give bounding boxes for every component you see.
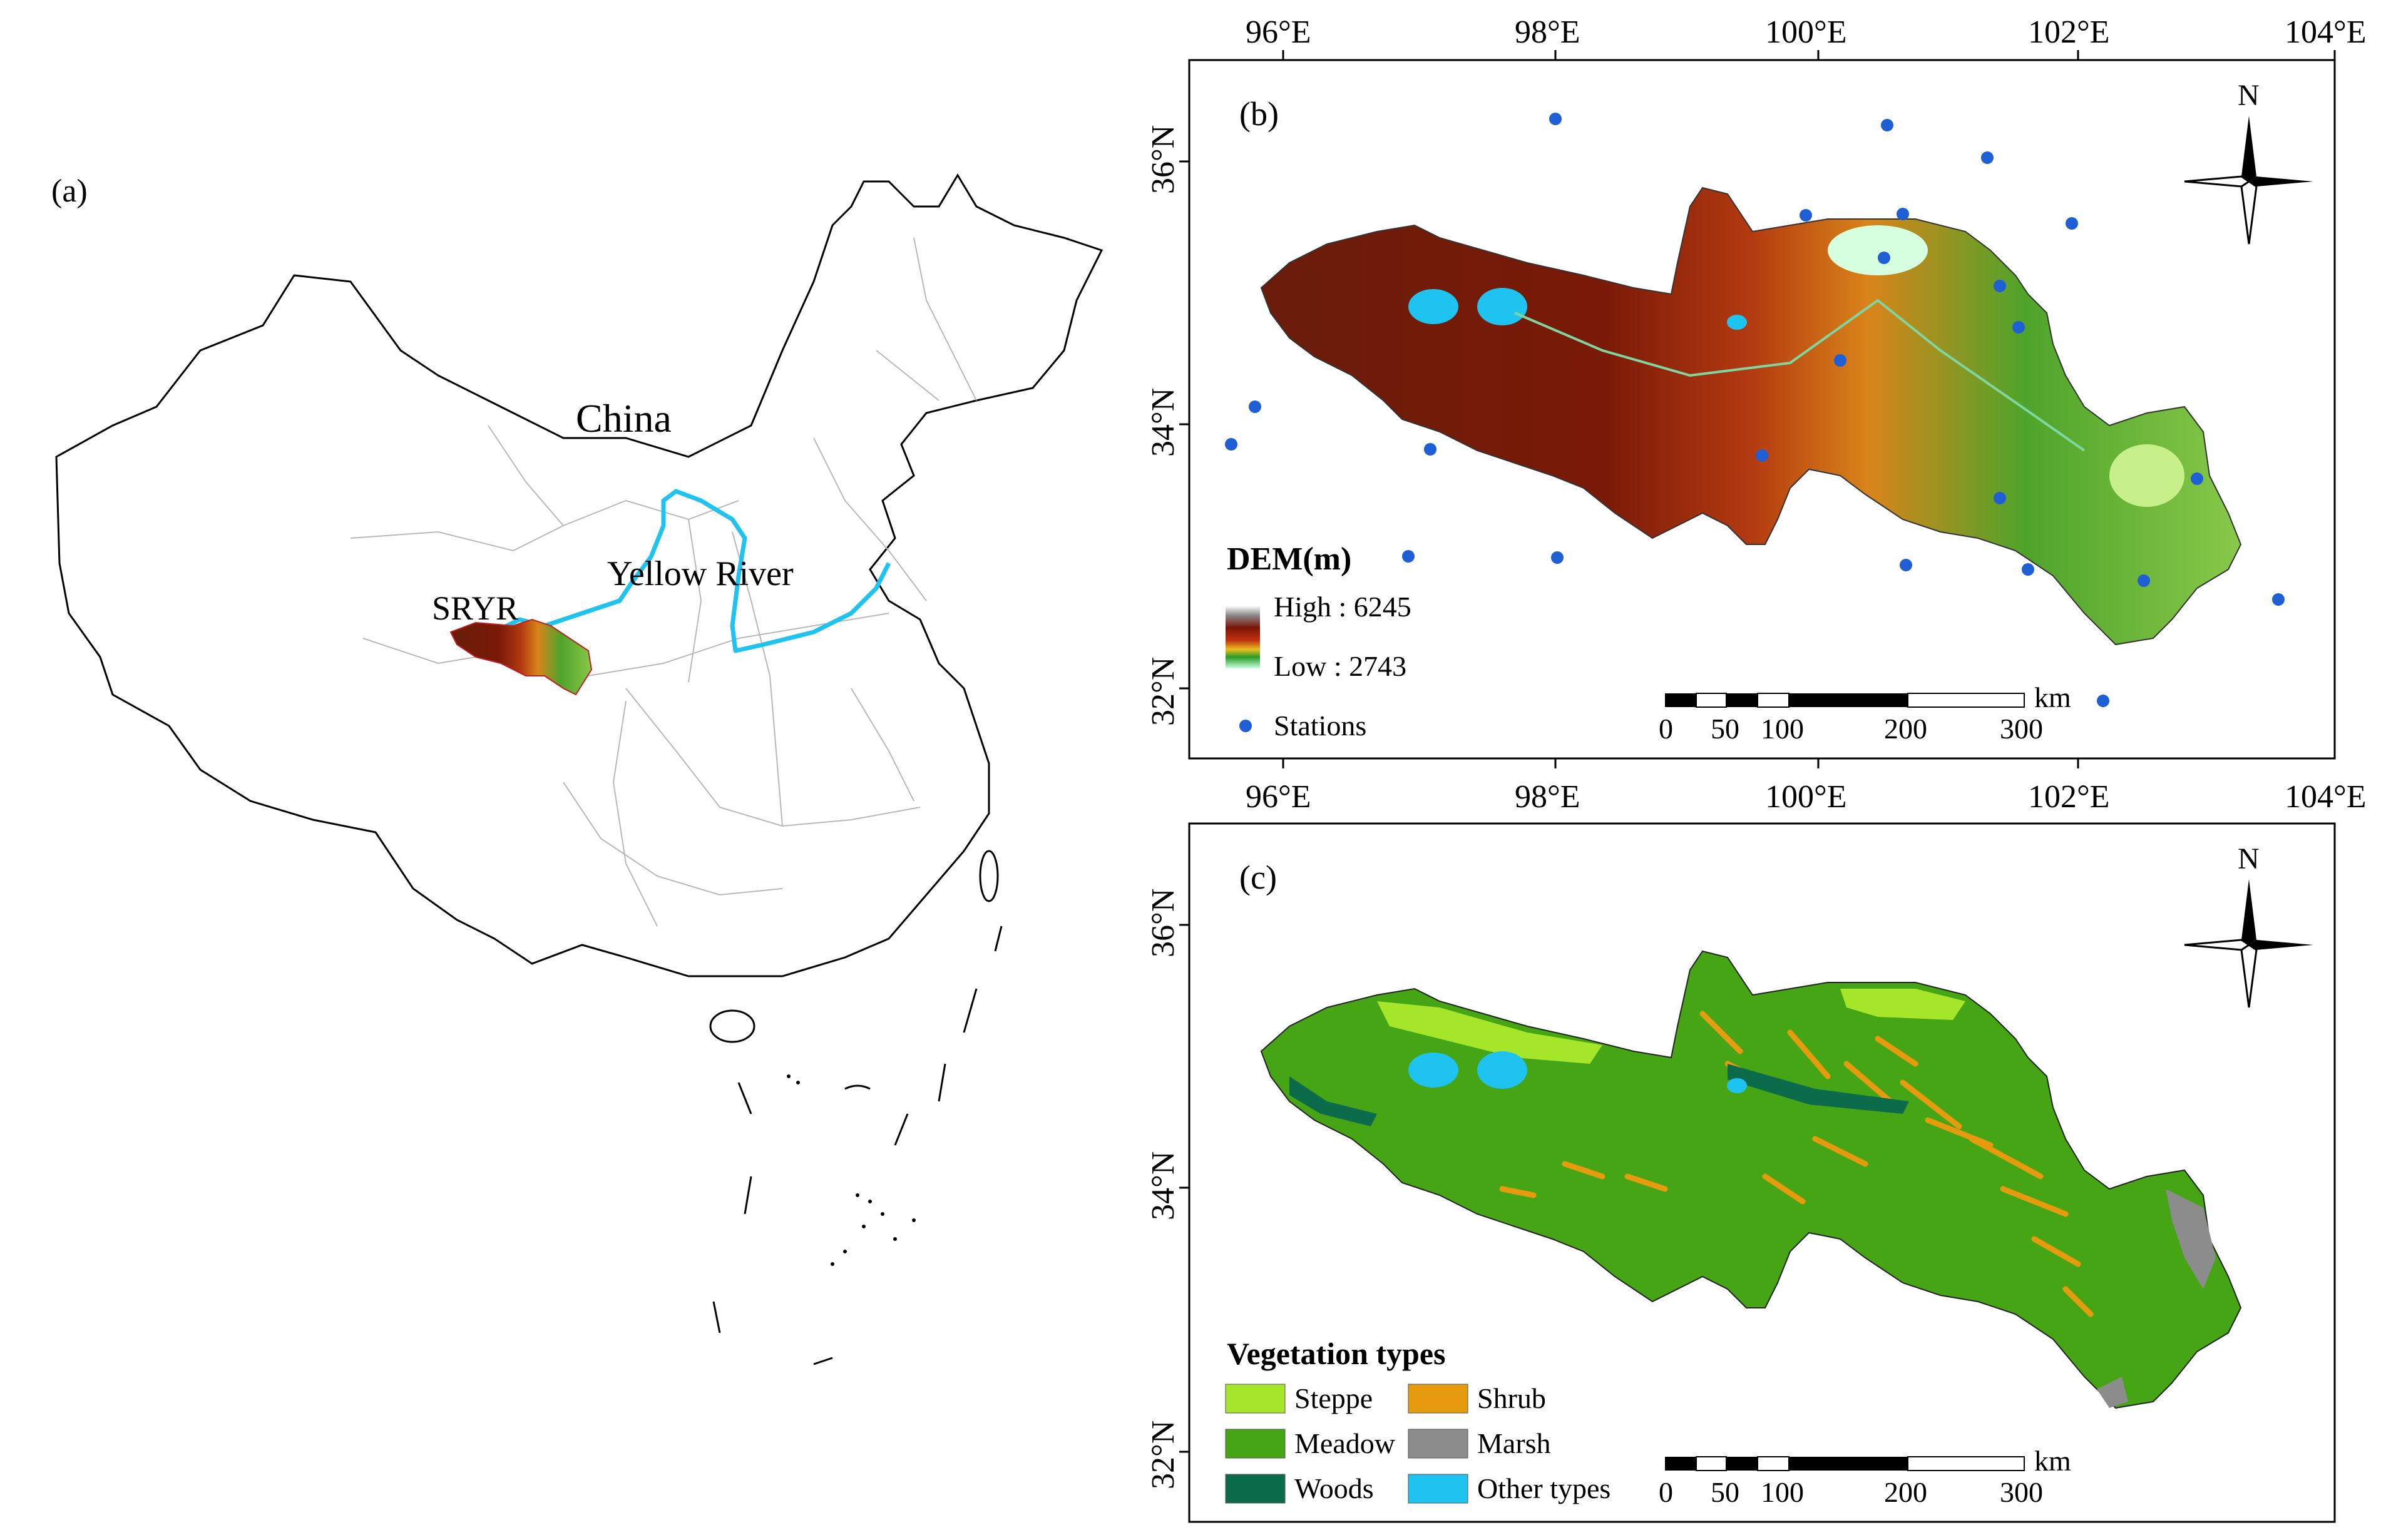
scalebar-b-tick-100: 100 (1761, 713, 1804, 745)
north-arrow-b: N (2184, 79, 2313, 245)
province-boundaries (350, 237, 977, 927)
lat-tick-36-c: 36°N (1145, 889, 1181, 957)
light-area-b2 (2109, 444, 2184, 507)
bottom-lon-tick-104: 104°E (2285, 779, 2367, 815)
steppe-patch-1 (1377, 1001, 1602, 1064)
north-arrow-c: N (2184, 842, 2313, 1008)
scalebar-c-unit: km (2034, 1445, 2071, 1477)
china-boundary (55, 173, 1103, 977)
woods-patch-2 (1289, 1076, 1377, 1126)
scalebar-b-tick-50: 50 (1711, 713, 1739, 745)
panel-c-label: (c) (1239, 859, 1277, 896)
panel-b-label: (b) (1239, 95, 1279, 133)
scalebar-c-tick-0: 0 (1659, 1476, 1673, 1508)
scalebar-b: km 0 50 100 200 300 (1659, 681, 2071, 745)
bottom-lon-tick-100: 100°E (1765, 779, 1847, 815)
scalebar-b-tick-0: 0 (1659, 713, 1673, 745)
bottom-lon-tick-102: 102°E (2028, 779, 2110, 815)
small-lake-b (1727, 315, 1747, 330)
woods-patch (1728, 1064, 1909, 1114)
scalebar-b-tick-200: 200 (1884, 713, 1927, 745)
ngoring-lake-b (1477, 288, 1527, 325)
panel-c-vegetation-map: 36°N 34°N 32°N (c) N (1145, 822, 2336, 1523)
bottom-lon-tick-96: 96°E (1246, 779, 1311, 815)
legend-label-shrub: Shrub (1477, 1382, 1546, 1414)
top-lon-tick-102: 102°E (2028, 14, 2110, 50)
scalebar-c-tick-100: 100 (1761, 1476, 1804, 1508)
legend-swatch-meadow (1225, 1429, 1286, 1459)
dem-low-label: Low : 2743 (1274, 650, 1406, 682)
scalebar-b-tick-300: 300 (2000, 713, 2043, 745)
scalebar-b-unit: km (2034, 681, 2071, 713)
scalebar-c: km 0 50 100 200 300 (1659, 1445, 2071, 1508)
top-lon-tick-100: 100°E (1765, 14, 1847, 50)
hainan-island (709, 1009, 755, 1043)
marsh-patch (2166, 1189, 2216, 1289)
legend-swatch-marsh (1408, 1429, 1468, 1459)
yellow-river-label: Yellow River (607, 554, 794, 593)
panel-b-dem-map: 96°E 98°E 100°E 102°E 104°E 96°E 98°E 10… (1145, 14, 2367, 815)
gyaring-lake-c (1408, 1053, 1458, 1088)
sryr-label: SRYR (432, 589, 518, 627)
veg-legend-title: Vegetation types (1227, 1336, 1446, 1371)
dem-high-label: High : 6245 (1274, 591, 1411, 623)
stations-legend-label: Stations (1274, 710, 1366, 742)
lat-tick-34-b: 34°N (1145, 388, 1181, 457)
top-lon-tick-98: 98°E (1515, 14, 1580, 50)
legend-swatch-woods (1225, 1474, 1286, 1504)
yellow-river (493, 489, 891, 653)
lat-tick-32-c: 32°N (1145, 1420, 1181, 1489)
legend-swatch-steppe (1225, 1384, 1286, 1414)
south-china-sea-islands (712, 926, 1003, 1365)
stations (1225, 113, 2285, 707)
steppe-patch-2 (1840, 989, 1965, 1020)
lat-tick-36-b: 36°N (1145, 125, 1181, 194)
taiwan-island (979, 850, 999, 902)
legend-label-woods: Woods (1294, 1472, 1374, 1504)
lat-tick-32-b: 32°N (1145, 657, 1181, 726)
scalebar-c-tick-300: 300 (2000, 1476, 2043, 1508)
legend-label-meadow: Meadow (1294, 1427, 1396, 1459)
legend-label-marsh: Marsh (1477, 1427, 1551, 1459)
station-legend-icon (1239, 720, 1252, 732)
bottom-lon-tick-98: 98°E (1515, 779, 1580, 815)
dem-legend-title: DEM(m) (1227, 541, 1351, 577)
veg-legend-items: Steppe Shrub Meadow Marsh Woods Other ty… (1225, 1382, 1610, 1504)
light-area-b (1828, 225, 1928, 275)
legend-swatch-shrub (1408, 1384, 1468, 1414)
lat-tick-34-c: 34°N (1145, 1151, 1181, 1220)
north-label-c: N (2238, 842, 2260, 875)
marsh-patch-2 (2097, 1377, 2128, 1408)
sryr-basin-small (449, 618, 593, 696)
north-label-b: N (2238, 79, 2260, 112)
scalebar-c-tick-50: 50 (1711, 1476, 1739, 1508)
dem-color-ramp (1226, 606, 1260, 668)
panel-a-china-map: (a) China Yellow River SRYR (51, 173, 1103, 1365)
panel-a-label: (a) (51, 173, 88, 209)
china-label: China (576, 396, 672, 441)
scalebar-c-tick-200: 200 (1884, 1476, 1927, 1508)
top-lon-tick-96: 96°E (1246, 14, 1311, 50)
top-lon-tick-104: 104°E (2285, 14, 2367, 50)
legend-label-other: Other types (1477, 1472, 1610, 1504)
gyaring-lake-b (1408, 289, 1458, 324)
legend-swatch-other (1408, 1474, 1468, 1504)
small-lake-c (1727, 1078, 1747, 1093)
legend-label-steppe: Steppe (1294, 1382, 1373, 1414)
river-line-b (1514, 298, 2086, 452)
ngoring-lake-c (1477, 1051, 1527, 1089)
